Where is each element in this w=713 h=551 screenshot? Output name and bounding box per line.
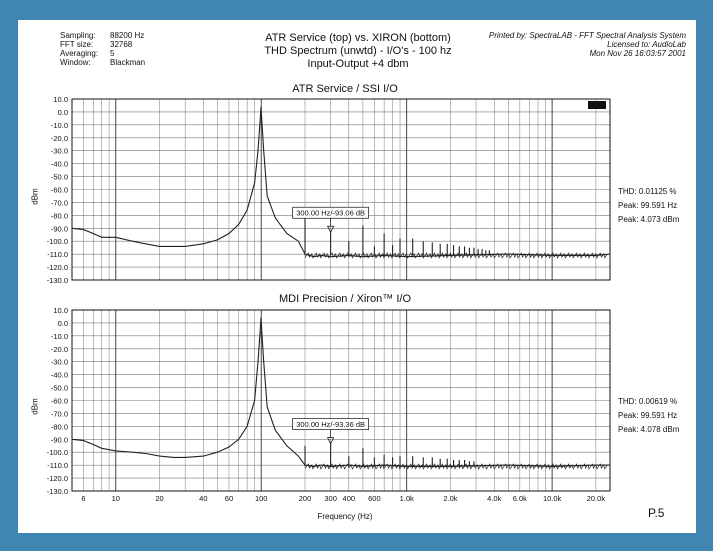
report-title-line-1: ATR Service (top) vs. XIRON (bottom) (265, 32, 451, 44)
plot-frame (71, 309, 611, 492)
y-tick-label: 10.0 (53, 306, 68, 315)
spectrum-trace (71, 317, 610, 467)
meta-values: 88200 Hz 32768 5 Blackman (110, 31, 145, 67)
y-tick-label: -20.0 (51, 134, 68, 143)
meta-value-window: Blackman (110, 58, 146, 67)
y-tick-label: -130.0 (47, 276, 68, 285)
x-tick-label: 60 (225, 494, 233, 503)
stat-peak-freq-bottom: Peak: 99.591 Hz (618, 411, 678, 420)
meta-label-sampling: Sampling: (60, 31, 96, 40)
marker-label: 300.00 Hz/-93.36 dB (296, 420, 365, 429)
noise-floor (304, 463, 608, 470)
marker-label-box (292, 418, 369, 430)
x-tick-label: 6.0k (513, 494, 527, 503)
spectrum-trace (71, 106, 611, 258)
y-tick-label: -20.0 (51, 345, 68, 354)
x-tick-label: 400 (343, 494, 356, 503)
x-tick-label: 10.0k (543, 494, 562, 503)
y-tick-label: -60.0 (51, 397, 68, 406)
y-tick-label: -120.0 (47, 263, 68, 272)
meta-label-window: Window: (60, 58, 91, 67)
y-tick-label: -50.0 (51, 173, 68, 182)
stat-thd-top: THD: 0.01125 % (618, 187, 677, 196)
report-page: Sampling: FFT size: Averaging: Window: 8… (18, 20, 696, 533)
y-tick-label: -10.0 (51, 121, 68, 130)
marker-label: 300.00 Hz/-93.06 dB (296, 209, 365, 218)
stat-thd-bottom: THD: 0.00619 % (618, 397, 678, 406)
y-tick-label: -110.0 (47, 250, 68, 259)
y-tick-label: -100.0 (47, 237, 68, 246)
y-tick-label: -30.0 (51, 358, 68, 367)
report-title-line-2: THD Spectrum (unwtd) - I/O's - 100 hz (264, 45, 452, 57)
y-tick-label: -110.0 (47, 461, 68, 470)
meta-value-sampling: 88200 Hz (110, 31, 145, 40)
panel-top: 10.0 0.0 -10.0 -20.0 -30.0 -40.0 -50.0 -60.0 -70… (47, 95, 611, 285)
x-tick-label: 1.0k (400, 494, 414, 503)
noise-floor (304, 252, 608, 259)
meta-value-averaging: 5 (110, 49, 115, 58)
meta-label-fft: FFT size: (60, 40, 94, 49)
marker-label-box (292, 206, 369, 219)
y-tick-label: -70.0 (51, 409, 68, 418)
stats-top: THD: 0.01125 % Peak: 99.591 Hz Peak: 4.0… (618, 187, 679, 224)
panel-title-top: ATR Service / SSI I/O (292, 83, 398, 95)
x-tick-label: 6 (81, 494, 85, 503)
x-tick-label: 4.0k (487, 494, 501, 503)
x-tick-label: 100 (255, 494, 268, 503)
printed-by: Printed by: SpectraLAB - FFT Spectral An… (488, 31, 686, 40)
y-tick-label: -90.0 (51, 224, 68, 233)
plot-frame (71, 98, 611, 281)
y-tick-label: 0.0 (58, 108, 68, 117)
y-tick-label: -10.0 (51, 332, 68, 341)
x-tick-label: 600 (368, 494, 381, 503)
y-tick-label: -80.0 (51, 211, 68, 220)
x-axis-label: Frequency (Hz) (317, 512, 373, 521)
corner-tag (588, 101, 606, 109)
meta-label-averaging: Averaging: (60, 49, 99, 58)
y-tick-label: 0.0 (58, 319, 68, 328)
meta-labels: Sampling: FFT size: Averaging: Window: (60, 31, 98, 67)
x-tick-label: 10 (112, 494, 120, 503)
marker-triangle (326, 437, 335, 445)
y-tick-label: -120.0 (47, 474, 68, 483)
y-tick-label: -100.0 (47, 448, 68, 457)
stat-peak-level-bottom: Peak: 4.078 dBm (618, 425, 680, 434)
panel-title-bottom: MDI Precision / Xiron™ I/O (278, 293, 412, 305)
x-tick-label: 200 (299, 494, 312, 503)
y-tick-label: -30.0 (51, 147, 68, 156)
print-date: Mon Nov 26 16:03:57 2001 (589, 49, 686, 58)
panel-bottom: 10.0 0.0 -10.0 -20.0 -30.0 -40.0 -50.0 -60.0 -70… (47, 306, 611, 503)
x-tick-label: 40 (199, 494, 207, 503)
x-tick-label: 300 (324, 494, 337, 503)
y-tick-label: -40.0 (51, 371, 68, 380)
y-tick-label: -90.0 (51, 435, 68, 444)
stat-peak-freq-top: Peak: 99.591 Hz (618, 201, 678, 210)
marker-triangle (326, 225, 335, 234)
y-tick-label: 10.0 (53, 95, 68, 104)
y-tick-label: -40.0 (51, 160, 68, 169)
x-tick-label: 20 (155, 494, 163, 503)
licensed-to: Licensed to: AudioLab (607, 40, 686, 49)
page-number: P.5 (648, 506, 665, 520)
x-tick-label: 20.0k (587, 494, 606, 503)
spectrum-plots: 10.0 0.0 -10.0 -20.0 -30.0 -40.0 -50.0 -60.0 -70… (47, 95, 611, 503)
y-tick-label: -130.0 (47, 487, 68, 496)
meta-value-fft: 32768 (110, 40, 133, 49)
stats-bottom: THD: 0.00619 % Peak: 99.591 Hz Peak: 4.0… (618, 397, 679, 434)
y-tick-label: -70.0 (51, 198, 68, 207)
y-tick-label: -80.0 (51, 422, 68, 431)
report-title-line-3: Input-Output +4 dbm (307, 58, 409, 70)
x-tick-label: 2.0k (443, 494, 457, 503)
y-tick-label: -60.0 (51, 186, 68, 195)
y-tick-label: -50.0 (51, 384, 68, 393)
stat-peak-level-top: Peak: 4.073 dBm (618, 215, 680, 224)
